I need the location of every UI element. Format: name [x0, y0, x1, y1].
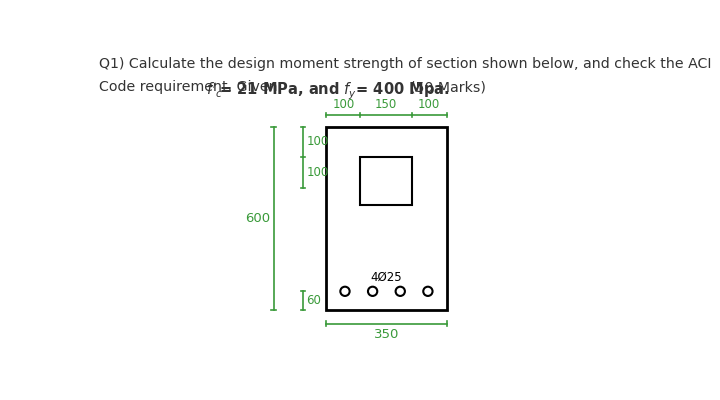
- Text: 60: 60: [306, 294, 321, 307]
- Text: 100: 100: [333, 98, 354, 111]
- Bar: [361, 157, 412, 205]
- Text: 4Ø25: 4Ø25: [371, 271, 402, 284]
- Text: 100: 100: [306, 136, 328, 148]
- Text: 100: 100: [306, 166, 328, 179]
- Text: 600: 600: [246, 212, 271, 225]
- Text: Code requirement. Given: Code requirement. Given: [99, 80, 282, 94]
- Text: 150: 150: [375, 98, 397, 111]
- Bar: [326, 126, 446, 310]
- Text: 350: 350: [374, 328, 399, 341]
- Text: Q1) Calculate the design moment strength of section shown below, and check the A: Q1) Calculate the design moment strength…: [99, 57, 712, 71]
- Text: $f'_c\!$= 21 MPa, and $f_y$= 400 Mpa.: $f'_c\!$= 21 MPa, and $f_y$= 400 Mpa.: [206, 80, 450, 102]
- Text: 100: 100: [418, 98, 440, 111]
- Text: (50 Marks): (50 Marks): [383, 80, 486, 94]
